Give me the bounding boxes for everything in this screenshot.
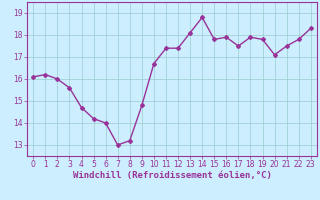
X-axis label: Windchill (Refroidissement éolien,°C): Windchill (Refroidissement éolien,°C) (73, 171, 271, 180)
